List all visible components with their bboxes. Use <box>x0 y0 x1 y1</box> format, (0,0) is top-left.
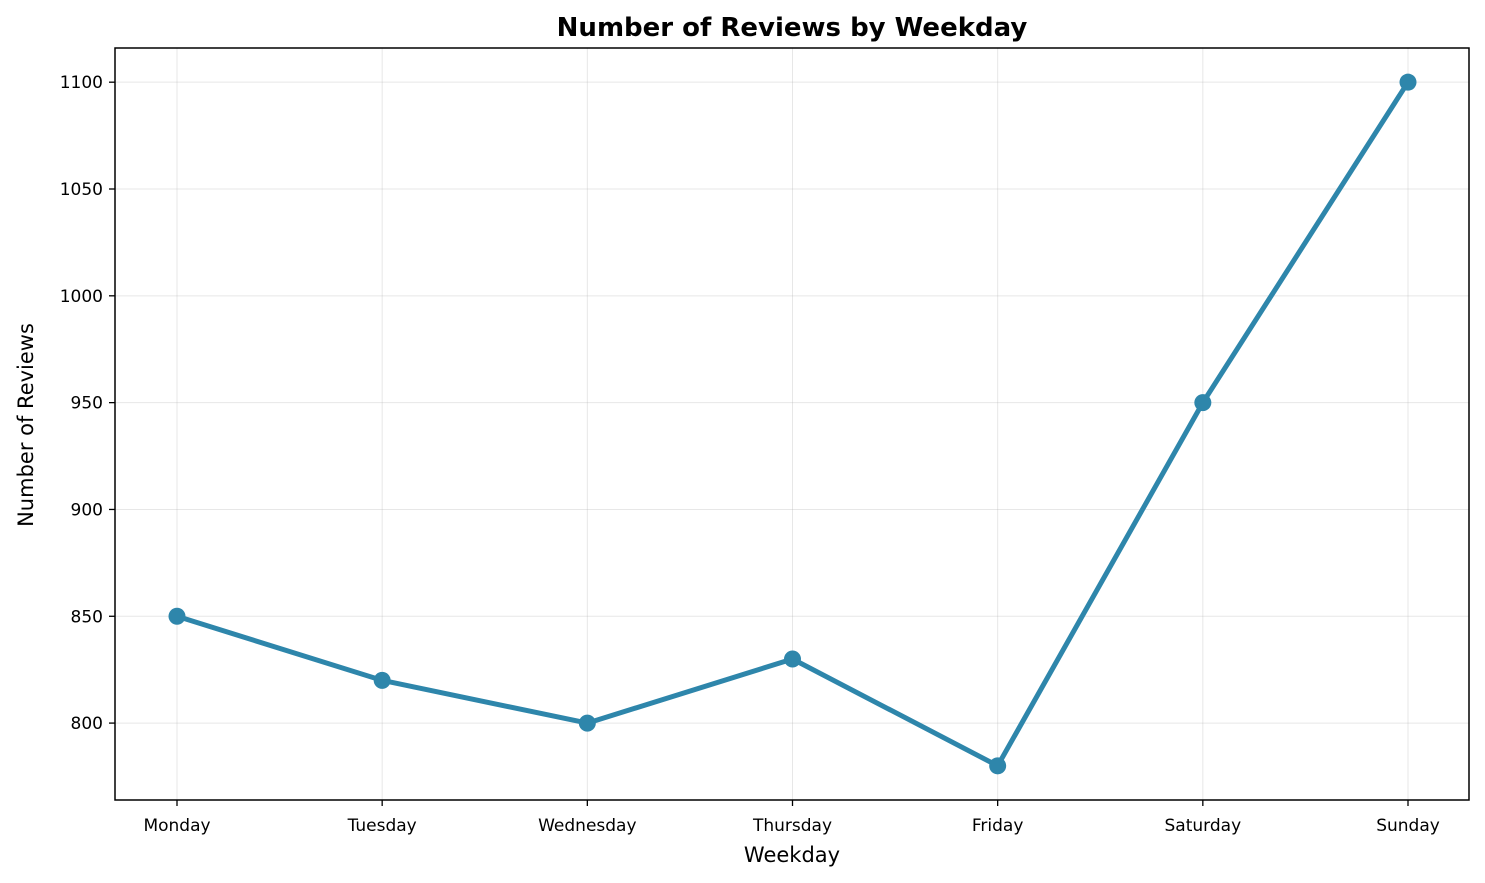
y-tick-label: 800 <box>71 714 103 734</box>
y-tick-label: 950 <box>71 394 103 414</box>
x-tick-label: Monday <box>143 816 210 836</box>
x-tick-label: Saturday <box>1165 816 1242 836</box>
data-point-sunday <box>1399 73 1417 91</box>
y-tick-label: 850 <box>71 607 103 627</box>
x-tick-label: Wednesday <box>538 816 636 836</box>
data-point-monday <box>168 607 186 625</box>
data-point-saturday <box>1194 394 1212 412</box>
data-point-wednesday <box>578 714 596 732</box>
x-axis-label: Weekday <box>744 843 840 867</box>
plot-area-frame <box>114 47 1470 801</box>
data-point-thursday <box>784 650 801 668</box>
data-point-tuesday <box>373 671 391 689</box>
y-tick-label: 1000 <box>60 287 103 307</box>
y-tick-label: 1100 <box>60 73 103 93</box>
data-point-friday <box>989 757 1007 775</box>
y-tick-label: 1050 <box>60 180 103 200</box>
x-tick-label: Tuesday <box>347 816 417 836</box>
x-tick-label: Sunday <box>1376 816 1440 836</box>
grid-layer <box>115 48 1469 800</box>
chart-title: Number of Reviews by Weekday <box>557 13 1028 43</box>
y-tick-label: 900 <box>71 500 103 520</box>
x-tick-label: Friday <box>972 816 1024 836</box>
series-layer <box>168 73 1417 775</box>
x-tick-label: Thursday <box>752 816 832 836</box>
y-axis-label: Number of Reviews <box>14 323 38 527</box>
tick-layer: Monday Tuesday Wednesday Thursday Friday Satu… <box>60 73 1440 836</box>
